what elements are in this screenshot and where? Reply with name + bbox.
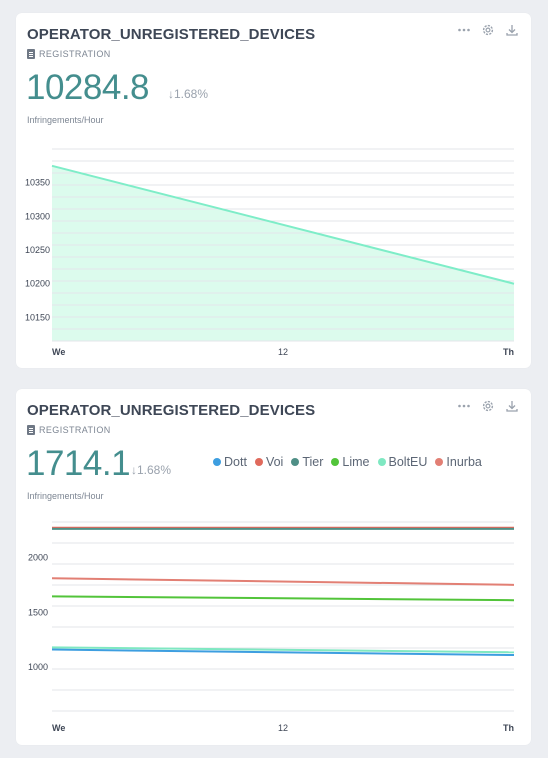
y-tick-label: 10350 — [25, 178, 50, 188]
legend-label: Dott — [224, 455, 247, 469]
gear-icon[interactable] — [481, 399, 495, 413]
legend-swatch — [435, 458, 444, 466]
area-chart: 10150 10200 10250 10300 10350 We 12 Th — [25, 148, 515, 357]
legend-swatch — [213, 458, 221, 466]
x-tick-label: We — [52, 347, 65, 357]
y-tick-label: 10300 — [25, 211, 50, 221]
x-tick-label: Th — [503, 723, 514, 733]
legend-item-voi[interactable]: Voi — [254, 455, 284, 469]
legend-swatch — [291, 458, 300, 466]
card-actions — [457, 23, 519, 37]
download-icon[interactable] — [505, 399, 519, 413]
y-tick-label: 10150 — [25, 312, 50, 322]
registration-icon — [27, 425, 35, 435]
legend-swatch — [377, 458, 386, 466]
legend-item-bolteu[interactable]: BoltEU — [377, 455, 428, 469]
y-tick-label: 1000 — [28, 662, 48, 672]
x-tick-label: 12 — [278, 347, 288, 357]
metric-card-area: OPERATOR_UNREGISTERED_DEVICES REGISTRATI… — [16, 13, 531, 368]
download-icon[interactable] — [505, 23, 519, 37]
category-tag: REGISTRATION — [27, 49, 111, 59]
series-line — [51, 164, 515, 285]
category-label: REGISTRATION — [39, 49, 111, 59]
metric-card-lines: OPERATOR_UNREGISTERED_DEVICES REGISTRATI… — [16, 389, 531, 745]
x-tick-label: Th — [503, 347, 514, 357]
metric-delta: ↓1.68% — [131, 463, 172, 477]
legend-swatch — [254, 458, 263, 466]
metric-unit: Infringements/Hour — [27, 115, 104, 125]
registration-icon — [27, 49, 35, 59]
legend-label: Lime — [342, 455, 370, 469]
area-fill — [52, 165, 514, 341]
metric-value: 1714.1 — [26, 444, 131, 483]
y-tick-label: 10250 — [25, 245, 50, 255]
series-line-bolteu — [51, 646, 515, 654]
series-line-dott — [51, 648, 515, 657]
legend-swatch — [331, 458, 340, 466]
category-tag: REGISTRATION — [27, 425, 111, 435]
metric-unit: Infringements/Hour — [27, 491, 104, 501]
legend-item-dott[interactable]: Dott — [213, 455, 247, 469]
legend-label: BoltEU — [388, 455, 428, 469]
more-icon[interactable] — [457, 399, 471, 413]
y-tick-label: 1500 — [28, 607, 48, 617]
category-label: REGISTRATION — [39, 425, 111, 435]
card-actions — [457, 399, 519, 413]
x-tick-label: We — [52, 723, 65, 733]
chart-legend: Dott Voi Tier Lime BoltEU Inurba — [213, 455, 518, 469]
more-icon[interactable] — [457, 23, 471, 37]
y-tick-label: 2000 — [28, 552, 48, 562]
legend-item-inurba[interactable]: Inurba — [435, 455, 482, 469]
legend-item-lime[interactable]: Lime — [331, 455, 370, 469]
gear-icon[interactable] — [481, 23, 495, 37]
legend-label: Voi — [265, 455, 284, 469]
legend-label: Inurba — [446, 455, 482, 469]
card-title: OPERATOR_UNREGISTERED_DEVICES — [27, 402, 316, 419]
y-tick-label: 10200 — [25, 279, 50, 289]
metric-delta: ↓1.68% — [168, 87, 209, 101]
legend-label: Tier — [302, 455, 324, 469]
metric-value: 10284.8 — [26, 68, 150, 107]
line-chart: 1000 1500 2000 We 12 Th — [28, 521, 515, 733]
x-tick-label: 12 — [278, 723, 288, 733]
legend-item-tier[interactable]: Tier — [291, 455, 323, 469]
series-line-lime — [51, 595, 515, 602]
card-title: OPERATOR_UNREGISTERED_DEVICES — [27, 26, 316, 43]
series-line-inurba — [51, 577, 515, 586]
